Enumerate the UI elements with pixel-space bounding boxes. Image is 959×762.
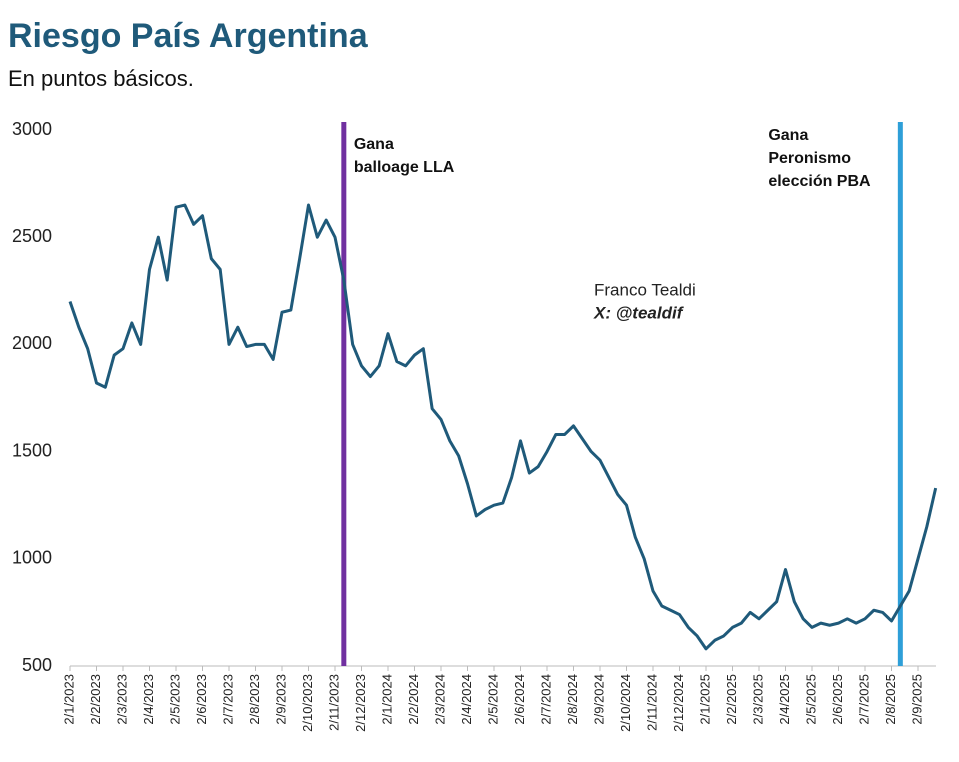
event-label: balloage LLA <box>354 159 455 176</box>
x-tick-label: 2/11/2024 <box>644 674 659 731</box>
x-tick-label: 2/7/2024 <box>538 674 553 725</box>
y-tick-label: 2000 <box>12 333 52 353</box>
y-tick-label: 500 <box>22 655 52 675</box>
x-tick-label: 2/3/2025 <box>750 674 765 725</box>
credit: X: @tealdif <box>593 303 685 322</box>
event-label: Gana <box>768 127 808 144</box>
credit: Franco Tealdi <box>594 280 696 299</box>
x-tick-label: 2/4/2025 <box>777 674 792 725</box>
y-tick-label: 2500 <box>12 226 52 246</box>
y-tick-label: 1000 <box>12 548 52 568</box>
x-tick-label: 2/9/2025 <box>909 674 924 725</box>
x-tick-label: 2/2/2023 <box>88 674 103 725</box>
x-tick-label: 2/6/2025 <box>830 674 845 725</box>
x-tick-label: 2/5/2025 <box>803 674 818 725</box>
x-tick-label: 2/5/2023 <box>167 674 182 725</box>
x-tick-label: 2/8/2023 <box>247 674 262 725</box>
x-tick-label: 2/9/2024 <box>591 674 606 725</box>
x-tick-label: 2/2/2024 <box>406 674 421 725</box>
x-tick-label: 2/7/2025 <box>856 674 871 725</box>
x-tick-label: 2/1/2023 <box>61 674 76 725</box>
x-tick-label: 2/9/2023 <box>273 674 288 725</box>
y-tick-label: 3000 <box>12 119 52 139</box>
x-tick-label: 2/1/2025 <box>697 674 712 725</box>
x-tick-label: 2/4/2023 <box>141 674 156 725</box>
x-tick-label: 2/12/2024 <box>671 674 686 732</box>
x-tick-label: 2/1/2024 <box>379 674 394 725</box>
x-tick-label: 2/3/2023 <box>114 674 129 725</box>
x-tick-label: 2/3/2024 <box>432 674 447 725</box>
event-label: elección PBA <box>768 173 871 190</box>
x-tick-label: 2/11/2023 <box>326 674 341 731</box>
x-tick-label: 2/7/2023 <box>220 674 235 725</box>
chart-title: Riesgo País Argentina <box>8 17 369 55</box>
series-line <box>68 203 938 651</box>
event-label: Peronismo <box>768 150 851 167</box>
chart-subtitle: En puntos básicos. <box>8 66 194 91</box>
x-tick-label: 2/4/2024 <box>459 674 474 725</box>
x-tick-label: 2/10/2023 <box>300 674 315 732</box>
event-label: Gana <box>354 136 394 153</box>
x-tick-label: 2/5/2024 <box>485 674 500 725</box>
x-tick-label: 2/6/2024 <box>512 674 527 725</box>
x-tick-label: 2/2/2025 <box>724 674 739 725</box>
x-tick-label: 2/10/2024 <box>618 674 633 732</box>
x-tick-label: 2/8/2025 <box>883 674 898 725</box>
x-tick-label: 2/12/2023 <box>353 674 368 732</box>
x-tick-label: 2/6/2023 <box>194 674 209 725</box>
x-tick-label: 2/8/2024 <box>565 674 580 725</box>
y-tick-label: 1500 <box>12 440 52 460</box>
